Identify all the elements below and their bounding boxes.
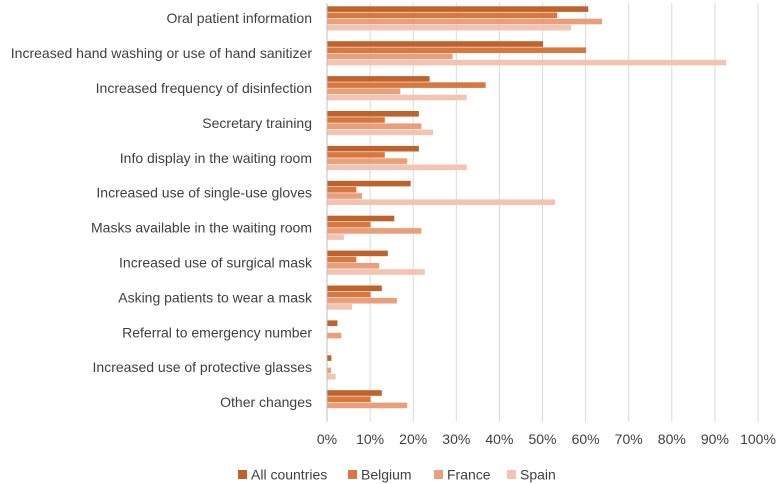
bar [327, 263, 380, 269]
bar [327, 158, 408, 164]
x-tick-labels: 0% 10% 20% 30% 40% 50% 60% 70% 80% 90% 100% [317, 431, 776, 447]
x-tick-label: 60% [572, 431, 600, 447]
x-tick-label: 70% [615, 431, 643, 447]
bars [327, 6, 727, 409]
legend-label: Spain [520, 467, 556, 483]
category-labels: Oral patient information Increased hand w… [11, 10, 313, 410]
bar [327, 373, 336, 380]
bar [327, 164, 467, 171]
x-tick-label: 0% [317, 431, 337, 447]
bar [327, 402, 408, 409]
x-tick-label: 90% [701, 431, 729, 447]
category-label: Masks available in the waiting room [91, 220, 312, 236]
legend-swatch [348, 470, 357, 479]
bar [327, 47, 587, 53]
bar [327, 180, 411, 187]
category-label: Increased frequency of disinfection [96, 80, 312, 96]
bar [327, 94, 467, 101]
gridlines [326, 3, 759, 422]
bar [327, 221, 371, 228]
bar [327, 145, 419, 152]
x-tick-label: 100% [740, 431, 776, 447]
bar [327, 59, 727, 66]
bar [327, 123, 422, 129]
bar [327, 234, 344, 240]
legend-label: All countries [251, 467, 327, 483]
legend-label: France [447, 467, 491, 483]
bar [327, 129, 434, 136]
x-tick-label: 80% [658, 431, 686, 447]
x-tick-label: 20% [399, 431, 427, 447]
bar [327, 291, 371, 298]
bar [327, 76, 430, 82]
bar [327, 256, 357, 263]
bar [327, 117, 385, 123]
legend: All countries Belgium France Spain [238, 467, 556, 483]
legend-swatch [238, 470, 247, 479]
bar [327, 111, 419, 117]
bar [327, 304, 353, 310]
bar [327, 355, 332, 361]
bar [327, 24, 572, 31]
x-tick-label: 40% [485, 431, 513, 447]
category-label: Other changes [220, 394, 312, 410]
bar [327, 250, 388, 257]
bar [327, 88, 401, 95]
bar [327, 41, 543, 47]
category-label: Increased use of surgical mask [119, 254, 313, 270]
x-tick-label: 50% [528, 431, 556, 447]
category-label: Oral patient information [166, 10, 312, 26]
bar [327, 6, 589, 12]
x-tick-label: 10% [356, 431, 384, 447]
bar [327, 367, 331, 374]
category-label: Increased hand washing or use of hand sa… [11, 45, 313, 61]
bar [327, 297, 397, 304]
bar [327, 199, 556, 205]
legend-swatch [507, 470, 516, 479]
bar [327, 18, 603, 25]
category-label: Referral to emergency number [122, 324, 312, 340]
bar [327, 396, 371, 402]
bar [327, 390, 382, 396]
bar [327, 228, 422, 234]
bar [327, 269, 425, 275]
bar [327, 193, 362, 199]
category-label: Secretary training [202, 115, 312, 131]
bar [327, 53, 453, 60]
bar [327, 187, 357, 193]
bar [327, 332, 342, 339]
bar [327, 12, 558, 19]
category-label: Asking patients to wear a mask [118, 289, 313, 305]
category-label: Info display in the waiting room [120, 150, 312, 166]
x-tick-label: 30% [442, 431, 470, 447]
bar [327, 320, 338, 326]
bar [327, 215, 395, 222]
legend-label: Belgium [361, 467, 412, 483]
legend-swatch [434, 470, 443, 479]
bar [327, 285, 382, 292]
category-label: Increased use of protective glasses [93, 359, 312, 375]
category-label: Increased use of single-use gloves [96, 185, 312, 201]
bar [327, 82, 486, 88]
bar [327, 152, 385, 158]
